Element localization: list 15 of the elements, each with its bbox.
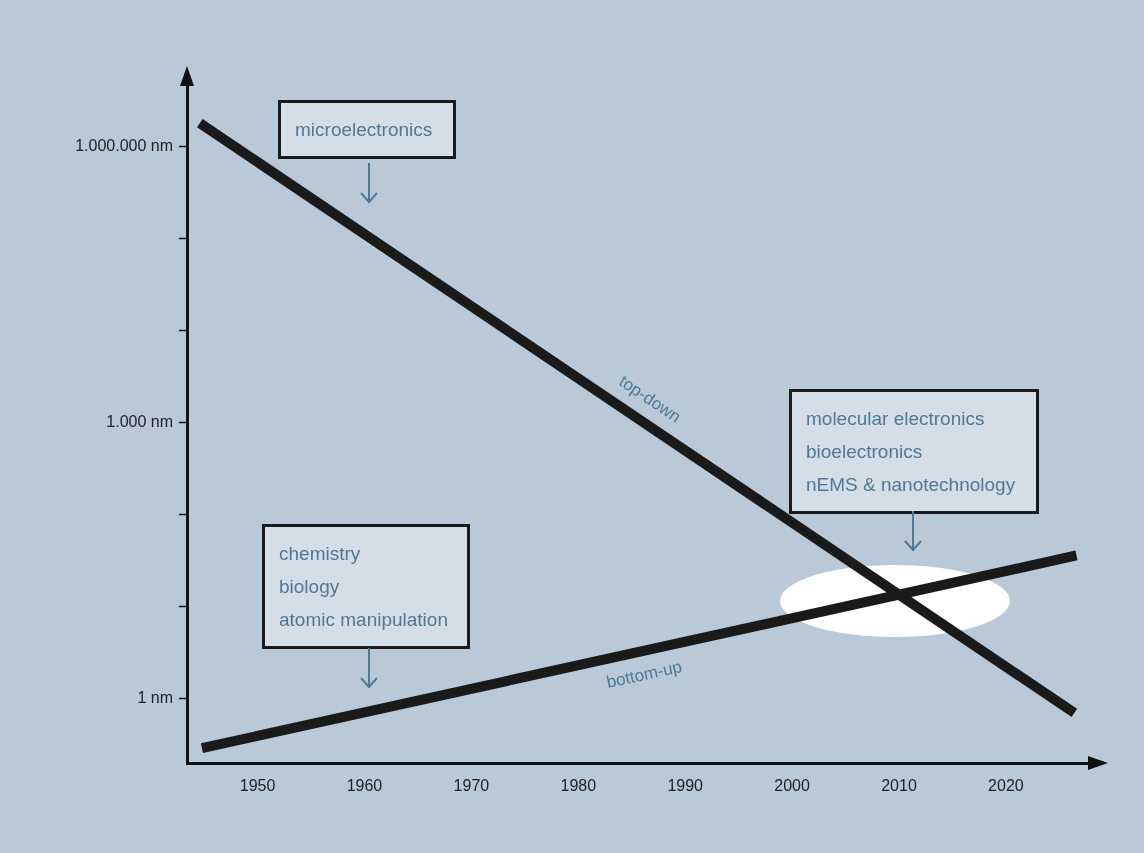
x-tick-label: 1950: [239, 777, 276, 795]
y-tick-label: 1.000.000 nm: [75, 137, 173, 155]
annotation: molecular electronics bioelectronics nEMS & nanotechnology: [789, 389, 1039, 514]
text: bottom-up: [604, 656, 684, 692]
x-tick-label: 1970: [453, 777, 490, 795]
annotation: chemistry biology atomic manipulation: [262, 524, 470, 649]
x-tick-label: 1980: [560, 777, 597, 795]
annotation: microelectronics: [278, 100, 456, 159]
y-tick-label: 1.000 nm: [106, 413, 173, 431]
x-tick-label: 2000: [774, 777, 810, 795]
x-tick-label: 1990: [667, 777, 704, 795]
y-tick-label: 1 nm: [137, 689, 173, 707]
x-tick-label: 2020: [988, 777, 1024, 795]
x-tick-label: 1960: [346, 777, 383, 795]
x-tick-label: 2010: [881, 777, 917, 795]
